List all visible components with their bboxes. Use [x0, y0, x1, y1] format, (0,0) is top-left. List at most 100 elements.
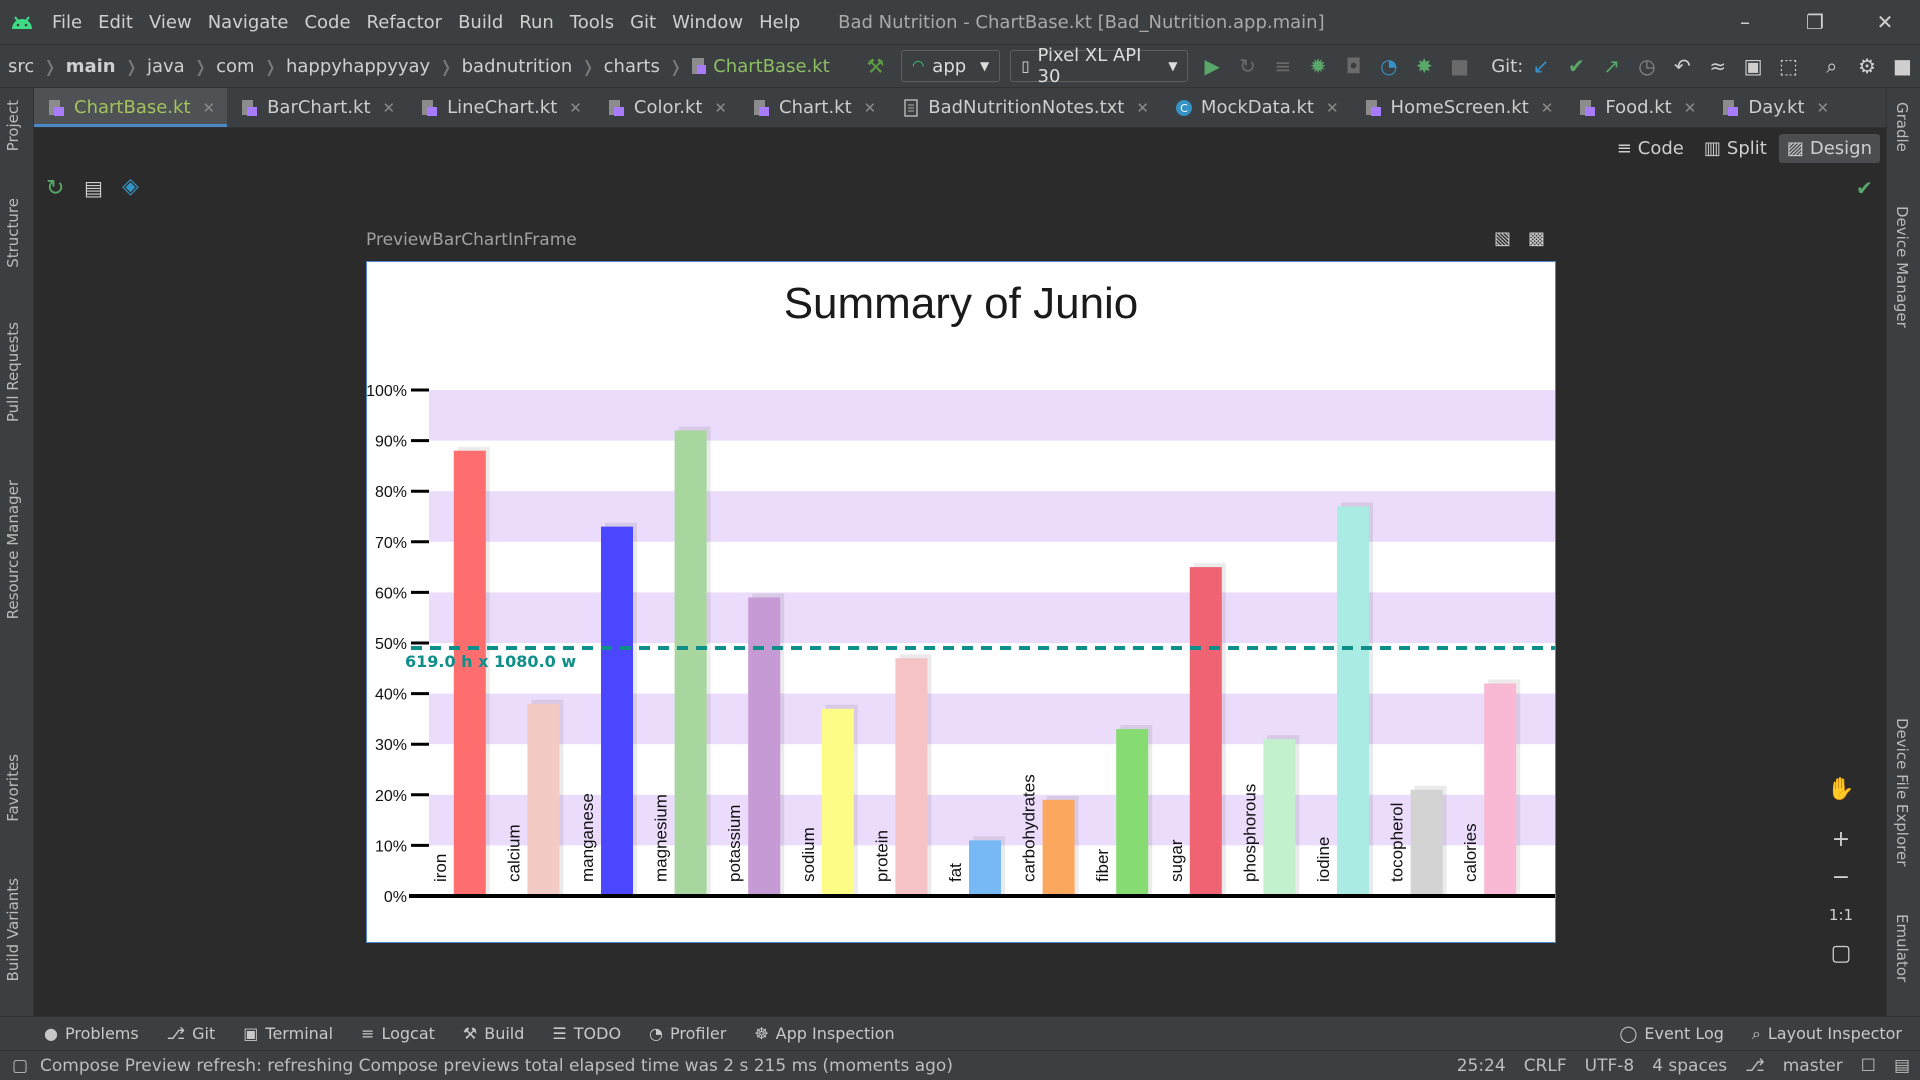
deploy-preview-icon[interactable]: ▩ [1528, 228, 1546, 249]
menu-edit[interactable]: Edit [98, 11, 133, 33]
breadcrumb-java[interactable]: java [146, 55, 185, 77]
close-icon[interactable]: ✕ [1136, 98, 1149, 117]
tool-project[interactable]: Project [4, 100, 22, 152]
mode-code[interactable]: ≡ Code [1609, 134, 1692, 163]
device-select[interactable]: ▯ Pixel XL API 30 ▼ [1010, 45, 1189, 87]
git-push-icon[interactable]: ↗ [1603, 54, 1621, 78]
lock-icon[interactable]: ☐ [1860, 1055, 1876, 1076]
tool-git[interactable]: ⎇ Git [167, 1024, 216, 1043]
minimize-icon[interactable]: – [1740, 10, 1750, 34]
menu-window[interactable]: Window [672, 11, 744, 33]
breadcrumb-src[interactable]: src [8, 55, 35, 77]
tool-problems[interactable]: ● Problems [44, 1024, 139, 1043]
tool-pull-requests[interactable]: Pull Requests [4, 322, 22, 423]
gear-icon[interactable]: ⚙ [1858, 54, 1877, 78]
menu-file[interactable]: File [52, 11, 83, 33]
tab-linechart[interactable]: LineChart.kt ✕ [407, 88, 594, 127]
tool-todo[interactable]: ☰ TODO [552, 1024, 621, 1043]
menu-run[interactable]: Run [519, 11, 554, 33]
notifications-icon[interactable]: ▤ [1893, 1055, 1910, 1076]
menu-git[interactable]: Git [630, 11, 657, 33]
pan-icon[interactable]: ✋ [1827, 776, 1855, 802]
tab-day[interactable]: Day.kt ✕ [1708, 88, 1841, 127]
zoom-actual-size-icon[interactable]: 1:1 [1828, 906, 1854, 924]
restore-icon[interactable]: ❐ [1806, 10, 1824, 34]
toggle-tool-windows-icon[interactable]: ▢ [11, 1055, 29, 1076]
coverage-icon[interactable]: ◘ [1345, 54, 1362, 78]
preview-frame[interactable]: Summary of Junio 0% 10% 20% 30% 40% 50% 60% 70% 8… [366, 261, 1556, 943]
gradle-sync-icon[interactable]: ≈ [1709, 54, 1727, 78]
tab-color[interactable]: Color.kt ✕ [594, 88, 739, 127]
breadcrumb-charts[interactable]: charts [603, 55, 660, 77]
run-config-select[interactable]: ◠ app ▼ [901, 50, 1001, 82]
tool-resource-manager[interactable]: Resource Manager [4, 480, 22, 620]
stop-icon[interactable]: ■ [1450, 54, 1470, 78]
zoom-in-icon[interactable]: + [1831, 826, 1851, 852]
menu-refactor[interactable]: Refactor [366, 11, 443, 33]
breadcrumb-main[interactable]: main [65, 55, 116, 77]
caret-position[interactable]: 25:24 [1456, 1055, 1506, 1076]
zoom-out-icon[interactable]: − [1831, 864, 1851, 890]
tab-badnutritionnotes[interactable]: BadNutritionNotes.txt ✕ [888, 88, 1161, 127]
breadcrumb-happyhappyyay[interactable]: happyhappyyay [285, 55, 431, 77]
tool-device-manager[interactable]: Device Manager [1893, 206, 1911, 328]
menu-view[interactable]: View [148, 11, 192, 33]
tool-build[interactable]: ⚒ Build [463, 1024, 525, 1043]
breadcrumb-chartbase[interactable]: ChartBase.kt [713, 55, 830, 77]
zoom-to-fit-icon[interactable]: ▢ [1830, 940, 1852, 966]
layers-icon[interactable]: ◈ [122, 174, 139, 199]
search-icon[interactable]: ⌕ [1826, 54, 1838, 78]
tool-logcat[interactable]: ≡ Logcat [361, 1024, 435, 1043]
close-icon[interactable]: ✕ [1325, 98, 1339, 117]
pin-preview-icon[interactable]: ▧ [1494, 228, 1512, 249]
breadcrumb-badnutrition[interactable]: badnutrition [461, 55, 573, 77]
breadcrumb-com[interactable]: com [216, 55, 255, 77]
profile-icon[interactable]: ◔ [1380, 54, 1398, 78]
tool-emulator[interactable]: Emulator [1893, 914, 1911, 983]
layout-icon[interactable]: ▤ [84, 176, 103, 200]
tab-food[interactable]: Food.kt ✕ [1565, 88, 1708, 127]
git-rollback-icon[interactable]: ↶ [1673, 54, 1691, 78]
close-icon[interactable]: ✕ [863, 98, 877, 117]
git-branch[interactable]: master [1782, 1055, 1843, 1076]
attach-debugger-icon[interactable]: ✸ [1415, 54, 1433, 78]
line-separator[interactable]: CRLF [1523, 1055, 1567, 1076]
tool-device-file-explorer[interactable]: Device File Explorer [1893, 718, 1911, 867]
menu-help[interactable]: Help [759, 11, 801, 33]
account-icon[interactable]: ■ [1892, 54, 1912, 78]
close-icon[interactable]: ✕ [1540, 98, 1554, 117]
git-commit-icon[interactable]: ✔ [1567, 54, 1585, 78]
file-encoding[interactable]: UTF-8 [1584, 1055, 1635, 1076]
tool-event-log[interactable]: ◯ Event Log [1620, 1024, 1724, 1044]
menu-navigate[interactable]: Navigate [207, 11, 289, 33]
run-icon[interactable]: ▶ [1204, 54, 1220, 78]
tool-layout-inspector[interactable]: ⌕ Layout Inspector [1752, 1024, 1902, 1044]
tab-chartbase[interactable]: ChartBase.kt ✕ [34, 88, 228, 127]
indent-setting[interactable]: 4 spaces [1652, 1055, 1728, 1076]
mode-split[interactable]: ▥ Split [1696, 134, 1775, 163]
close-icon[interactable]: ✕ [1683, 98, 1697, 117]
tab-mockdata[interactable]: C MockData.kt ✕ [1161, 88, 1351, 127]
tool-structure[interactable]: Structure [4, 198, 22, 268]
apply-code-changes-icon[interactable]: ≡ [1274, 54, 1292, 78]
menu-tools[interactable]: Tools [569, 11, 615, 33]
close-window-icon[interactable]: ✕ [1876, 10, 1894, 34]
refresh-icon[interactable]: ↻ [46, 176, 65, 201]
menu-build[interactable]: Build [458, 11, 504, 33]
device-manager-icon[interactable]: ▣ [1743, 54, 1763, 78]
tab-chart[interactable]: Chart.kt ✕ [739, 88, 888, 127]
menu-code[interactable]: Code [304, 11, 351, 33]
git-update-icon[interactable]: ↙ [1532, 54, 1550, 78]
debug-icon[interactable]: ✹ [1309, 54, 1327, 78]
build-hammer-icon[interactable]: ⚒ [866, 54, 885, 78]
tool-gradle[interactable]: Gradle [1893, 102, 1911, 152]
close-icon[interactable]: ✕ [202, 98, 216, 117]
sdk-manager-icon[interactable]: ⬚ [1778, 54, 1798, 78]
mode-design[interactable]: ▨ Design [1778, 133, 1880, 163]
close-icon[interactable]: ✕ [1816, 98, 1830, 117]
close-icon[interactable]: ✕ [714, 98, 727, 117]
close-icon[interactable]: ✕ [382, 98, 396, 117]
tool-build-variants[interactable]: Build Variants [4, 878, 22, 982]
tool-profiler[interactable]: ◔ Profiler [649, 1024, 726, 1043]
git-history-icon[interactable]: ◷ [1638, 54, 1656, 78]
